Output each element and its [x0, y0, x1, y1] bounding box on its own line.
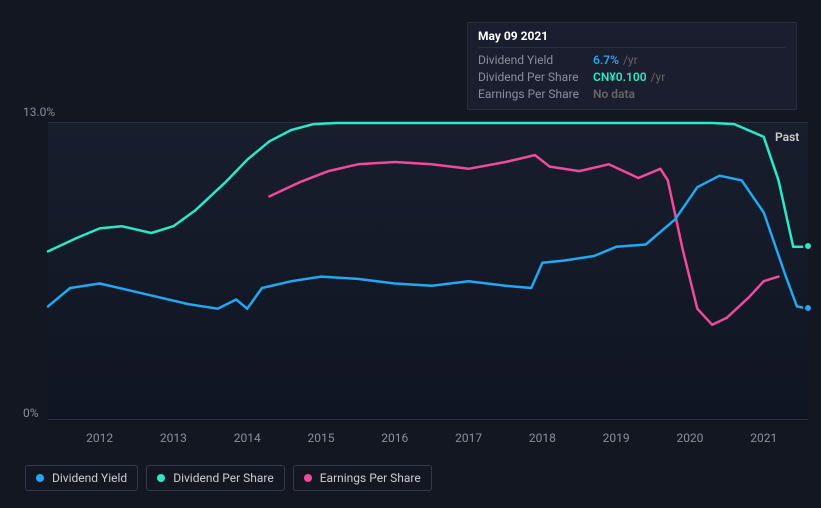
tooltip-row: Dividend Yield6.7% /yr — [478, 52, 786, 69]
tooltip-row-value: 6.7% — [593, 52, 619, 69]
tooltip-date: May 09 2021 — [478, 29, 786, 48]
legend-item-label: Dividend Per Share — [173, 471, 274, 485]
series-dividend-per-share — [48, 123, 808, 251]
tooltip-row: Earnings Per ShareNo data — [478, 86, 786, 103]
x-tick-label: 2014 — [234, 431, 261, 445]
x-tick-label: 2012 — [86, 431, 113, 445]
x-tick-label: 2019 — [603, 431, 630, 445]
series-dividend-yield — [48, 176, 808, 309]
legend-item-earnings-per-share[interactable]: Earnings Per Share — [293, 465, 432, 491]
legend-item-label: Earnings Per Share — [320, 471, 421, 485]
x-tick-label: 2018 — [529, 431, 556, 445]
x-tick-label: 2021 — [750, 431, 777, 445]
plot-area[interactable] — [48, 122, 808, 420]
tooltip-row-label: Dividend Per Share — [478, 69, 593, 86]
series-earnings-per-share — [269, 155, 778, 325]
past-label: Past — [775, 130, 799, 144]
tooltip-row-value: No data — [593, 86, 635, 103]
tooltip-row-unit: /yr — [651, 69, 666, 86]
tooltip: May 09 2021 Dividend Yield6.7%/yrDividen… — [467, 22, 797, 110]
legend-dot-icon — [36, 474, 44, 482]
tooltip-row-value: CN¥0.100 — [593, 69, 647, 86]
tooltip-row-label: Earnings Per Share — [478, 86, 593, 103]
x-tick-label: 2013 — [160, 431, 187, 445]
legend-dot-icon — [157, 474, 165, 482]
chart-container: 13.0% 0% 2012 2013 2014 2015 2016 2017 2018 201… — [0, 0, 821, 508]
y-axis-max-label: 13.0% — [23, 105, 55, 119]
legend: Dividend Yield Dividend Per Share Earnings… — [25, 465, 432, 491]
tooltip-row: Dividend Per ShareCN¥0.100/yr — [478, 69, 786, 86]
legend-item-dividend-yield[interactable]: Dividend Yield — [25, 465, 138, 491]
chart-lines — [48, 123, 808, 421]
x-tick-label: 2017 — [455, 431, 482, 445]
tooltip-row-unit: /yr — [623, 52, 638, 69]
x-tick-label: 2016 — [381, 431, 408, 445]
tooltip-row-label: Dividend Yield — [478, 52, 593, 69]
y-axis-min-label: 0% — [23, 406, 39, 420]
x-tick-label: 2015 — [308, 431, 335, 445]
end-marker — [803, 303, 813, 313]
legend-item-dividend-per-share[interactable]: Dividend Per Share — [146, 465, 285, 491]
legend-item-label: Dividend Yield — [52, 471, 127, 485]
legend-dot-icon — [304, 474, 312, 482]
end-marker — [803, 241, 813, 251]
x-tick-label: 2020 — [676, 431, 703, 445]
